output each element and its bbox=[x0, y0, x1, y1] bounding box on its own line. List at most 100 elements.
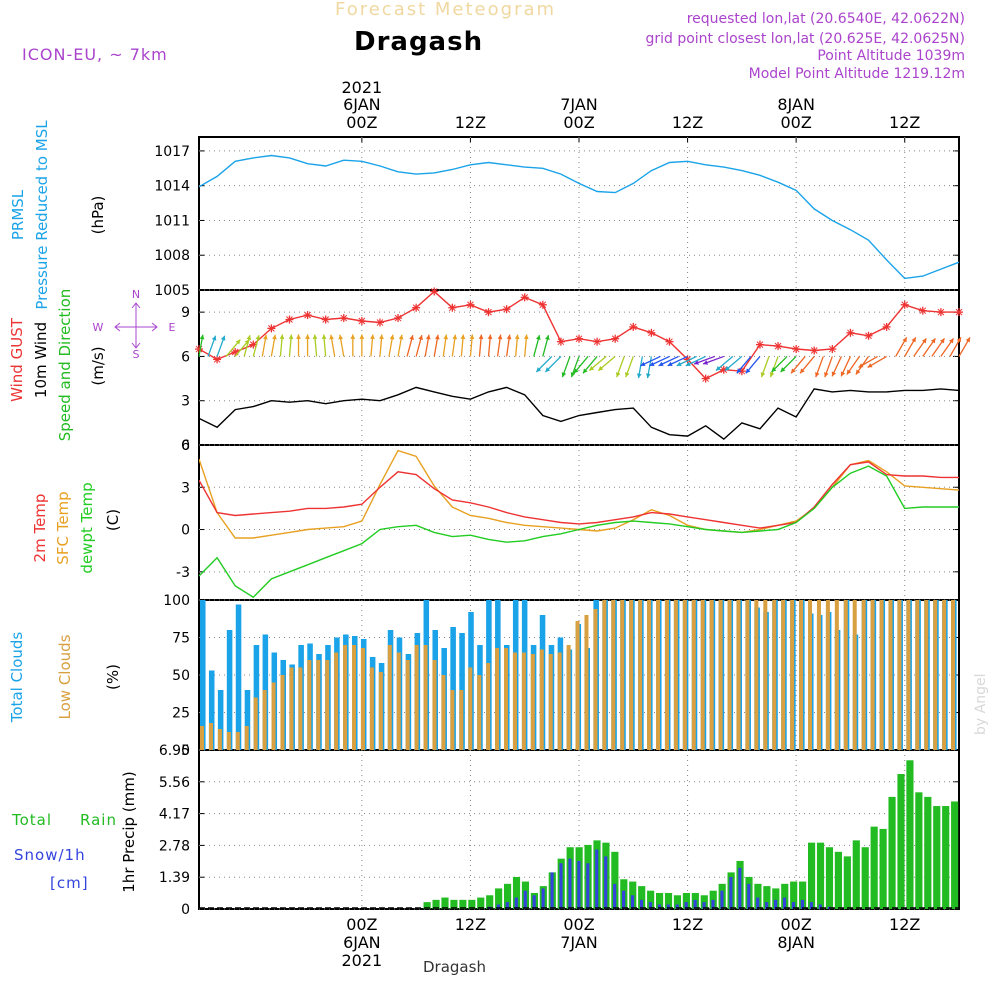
footer-label: Dragash bbox=[423, 958, 486, 976]
wind-direction-arrow bbox=[370, 334, 375, 357]
bottom-axis-label: 12Z bbox=[889, 915, 920, 934]
snow-bar bbox=[818, 904, 822, 909]
wind-gust-point bbox=[556, 337, 565, 346]
low-cloud-bar bbox=[441, 675, 446, 750]
temp-tick-label: 3 bbox=[181, 480, 190, 496]
bottom-axis-date: 7JAN bbox=[560, 933, 598, 952]
wind-tick-label: 0 bbox=[181, 438, 190, 454]
low-cloud-bar bbox=[298, 667, 303, 750]
wind-direction-arrow bbox=[645, 356, 653, 379]
rain-bar bbox=[477, 897, 485, 909]
low-cloud-bar bbox=[226, 732, 231, 750]
wind-direction-arrow bbox=[858, 355, 878, 368]
wind-tick-label: 9 bbox=[181, 305, 190, 321]
low-cloud-bar bbox=[933, 600, 938, 750]
pressure-tick-label: 1017 bbox=[154, 144, 190, 160]
wind-direction-arrow bbox=[940, 338, 955, 357]
wind-direction-arrow bbox=[913, 338, 927, 357]
compass-rose bbox=[114, 302, 158, 349]
low-cloud-bar bbox=[244, 726, 249, 750]
low-cloud-bar bbox=[521, 652, 526, 750]
temp-labels: 2m Temp SFC Temp dewpt Temp (C) bbox=[31, 482, 122, 573]
compass-south: S bbox=[133, 348, 140, 361]
pressure-label-prmsl: PRMSL bbox=[9, 189, 27, 240]
low-cloud-bar bbox=[334, 652, 339, 750]
low-cloud-bar bbox=[369, 667, 374, 750]
bottom-axis-date: 8JAN bbox=[777, 933, 815, 952]
rain-bar bbox=[611, 851, 619, 909]
wind-direction-arrow bbox=[505, 334, 512, 357]
temp-label-2m: 2m Temp bbox=[31, 494, 49, 563]
snow-bar bbox=[496, 904, 500, 909]
rain-bar bbox=[808, 842, 816, 909]
low-cloud-bar bbox=[611, 600, 616, 750]
wind-direction-arrow bbox=[771, 355, 788, 373]
rain-bar bbox=[870, 826, 878, 909]
bottom-axis-year: 2021 bbox=[341, 951, 382, 970]
snow-bar bbox=[666, 904, 670, 909]
pressure-line bbox=[199, 154, 959, 280]
wind-direction-arrow bbox=[949, 337, 962, 357]
bottom-axis-label: 12Z bbox=[455, 915, 486, 934]
low-cloud-bar bbox=[217, 729, 222, 750]
snow-bar bbox=[577, 860, 581, 909]
total-cloud-bar bbox=[217, 690, 224, 750]
snow-bar bbox=[747, 883, 751, 909]
low-cloud-bar bbox=[548, 654, 553, 750]
dewpt-temp-line bbox=[199, 465, 959, 599]
low-cloud-bar bbox=[942, 600, 947, 750]
snow-bar bbox=[559, 863, 563, 909]
snow-bar bbox=[675, 904, 679, 909]
wind-direction-arrow bbox=[615, 356, 625, 378]
snow-bar bbox=[523, 890, 527, 909]
rain-bar bbox=[834, 851, 842, 909]
top-axis-year: 2021 bbox=[341, 78, 382, 97]
low-cloud-bar bbox=[387, 645, 392, 750]
wind-gust-point bbox=[918, 306, 927, 315]
wind-gust-point bbox=[755, 340, 764, 349]
cloud-tick-label: 0 bbox=[181, 743, 190, 759]
low-cloud-bar bbox=[423, 645, 428, 750]
top-axis-label: 12Z bbox=[889, 113, 920, 132]
low-cloud-bar bbox=[316, 660, 321, 750]
wind-gust-point bbox=[629, 322, 638, 331]
low-cloud-bar bbox=[262, 690, 267, 750]
low-cloud-bar bbox=[378, 672, 383, 750]
low-cloud-bar bbox=[280, 675, 285, 750]
wind-gust-point bbox=[321, 315, 330, 324]
wind-direction-arrow bbox=[824, 356, 833, 378]
cloud-label-total: Total Clouds bbox=[8, 632, 26, 724]
top-axis-label: 12Z bbox=[672, 113, 703, 132]
low-cloud-bar bbox=[325, 660, 330, 750]
wind-direction-arrow bbox=[676, 355, 697, 367]
rain-bar bbox=[799, 881, 807, 909]
wind-direction-arrow bbox=[790, 356, 806, 374]
wind-direction-arrow bbox=[243, 335, 252, 357]
rain-bar bbox=[664, 892, 673, 909]
pressure-labels: PRMSL Pressure Reduced to MSL (hPa) bbox=[9, 120, 107, 310]
low-cloud-bar bbox=[808, 600, 813, 750]
wind-direction-arrow bbox=[321, 334, 327, 357]
low-cloud-bar bbox=[647, 600, 652, 750]
wind-label-unit: (m/s) bbox=[89, 346, 107, 385]
low-cloud-bar bbox=[495, 648, 500, 750]
model-label: ICON-EU, ~ 7km bbox=[22, 45, 168, 64]
wind-direction-arrow bbox=[958, 337, 971, 357]
low-cloud-bar bbox=[843, 600, 848, 750]
wind-gust-point bbox=[774, 342, 783, 351]
point-altitude: Point Altitude 1039m bbox=[817, 48, 965, 64]
precip-tick-label: 6.95 bbox=[159, 743, 190, 759]
rain-bar bbox=[781, 883, 789, 909]
snow-bar bbox=[505, 902, 509, 909]
top-axis-label: 00Z bbox=[346, 113, 377, 132]
compass-east: E bbox=[169, 321, 176, 334]
bottom-axis-date: 6JAN bbox=[343, 933, 381, 952]
compass-north: N bbox=[132, 288, 140, 301]
low-cloud-bar bbox=[781, 600, 786, 750]
precip-tick-label: 0 bbox=[181, 902, 190, 918]
snow-bar bbox=[595, 849, 599, 909]
rain-bar bbox=[423, 902, 431, 909]
total-cloud-bar bbox=[235, 604, 242, 750]
wind-direction-arrow bbox=[904, 337, 917, 357]
